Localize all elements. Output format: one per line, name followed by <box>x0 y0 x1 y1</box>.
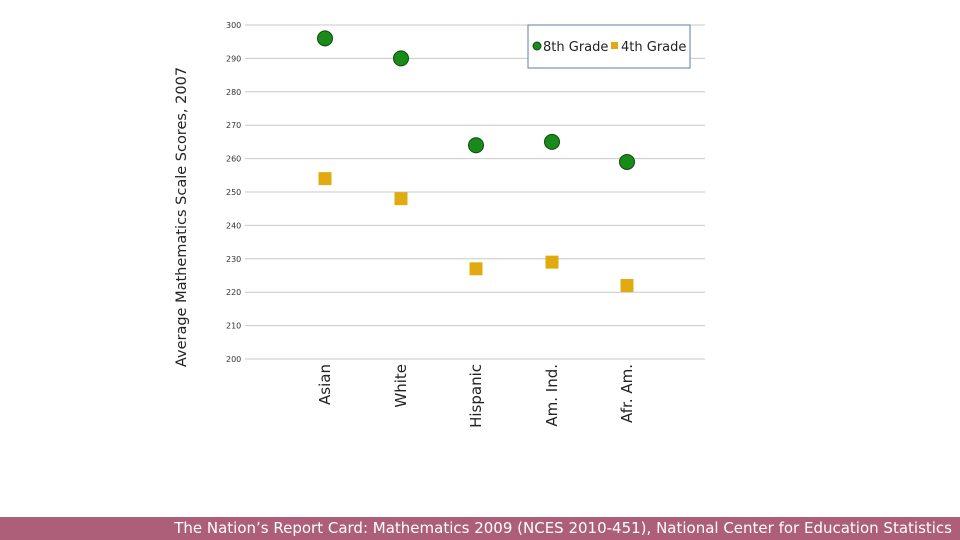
y-tick-label: 270 <box>226 121 241 130</box>
x-axis-categories: Asian White Hispanic Am. Ind. Afr. Am. <box>316 364 636 428</box>
point-4th-grade <box>469 262 483 276</box>
legend: 8th Grade 4th Grade <box>527 24 691 69</box>
legend-label-4th-grade: 4th Grade <box>621 40 686 55</box>
point-8th-grade <box>468 137 484 154</box>
y-tick-label: 230 <box>226 255 241 264</box>
y-tick-label: 300 <box>226 21 241 30</box>
point-4th-grade <box>394 192 408 206</box>
x-category-label: Hispanic <box>467 364 485 428</box>
point-4th-grade <box>545 255 559 269</box>
y-tick-label: 260 <box>226 155 241 164</box>
data-points <box>317 30 635 293</box>
y-tick-label: 240 <box>226 221 241 230</box>
x-category-label: Am. Ind. <box>543 364 561 427</box>
y-tick-label: 220 <box>226 288 241 297</box>
y-axis-title: Average Mathematics Scale Scores, 2007 <box>174 67 190 367</box>
legend-label-8th-grade: 8th Grade <box>543 40 608 55</box>
gridlines <box>245 24 705 360</box>
x-category-label: White <box>392 364 410 408</box>
point-8th-grade <box>393 50 409 67</box>
point-4th-grade <box>318 172 332 186</box>
legend-box <box>527 24 691 69</box>
scatter-chart: 200 210 220 230 240 250 260 270 280 290 300 Asian W… <box>174 21 705 428</box>
point-8th-grade <box>317 30 333 47</box>
legend-marker-8th-grade <box>532 41 542 51</box>
y-tick-label: 250 <box>226 188 241 197</box>
y-axis-ticks: 200 210 220 230 240 250 260 270 280 290 300 <box>226 21 241 364</box>
point-8th-grade <box>544 133 560 150</box>
y-tick-label: 210 <box>226 322 241 331</box>
x-category-label: Asian <box>316 364 334 405</box>
x-category-label: Afr. Am. <box>618 364 636 423</box>
source-footer: The Nation’s Report Card: Mathematics 20… <box>0 517 960 540</box>
y-tick-label: 280 <box>226 88 241 97</box>
y-tick-label: 200 <box>226 355 241 364</box>
legend-marker-4th-grade <box>611 42 618 49</box>
point-8th-grade <box>619 153 635 170</box>
y-tick-label: 290 <box>226 54 241 63</box>
point-4th-grade <box>620 279 634 293</box>
